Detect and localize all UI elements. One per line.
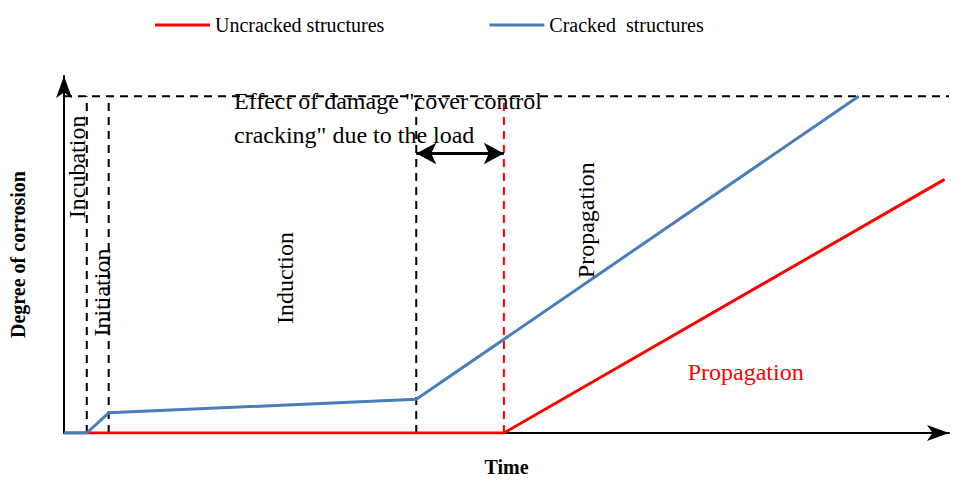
svg-text:Induction: Induction [272,232,298,324]
svg-text:cracking" due to the load: cracking" due to the load [234,122,474,148]
svg-text:Uncracked structures: Uncracked structures [215,14,385,36]
svg-text:Degree of corrosion: Degree of corrosion [7,171,30,338]
svg-text:Incubation: Incubation [64,116,90,219]
svg-text:Effect of damage "cover contro: Effect of damage "cover control [234,88,542,114]
svg-text:Propagation: Propagation [688,359,804,385]
svg-text:Propagation: Propagation [573,162,599,278]
svg-text:Initiation: Initiation [89,249,115,337]
svg-text:Cracked structures: Cracked structures [549,14,704,36]
svg-text:Time: Time [484,456,528,478]
